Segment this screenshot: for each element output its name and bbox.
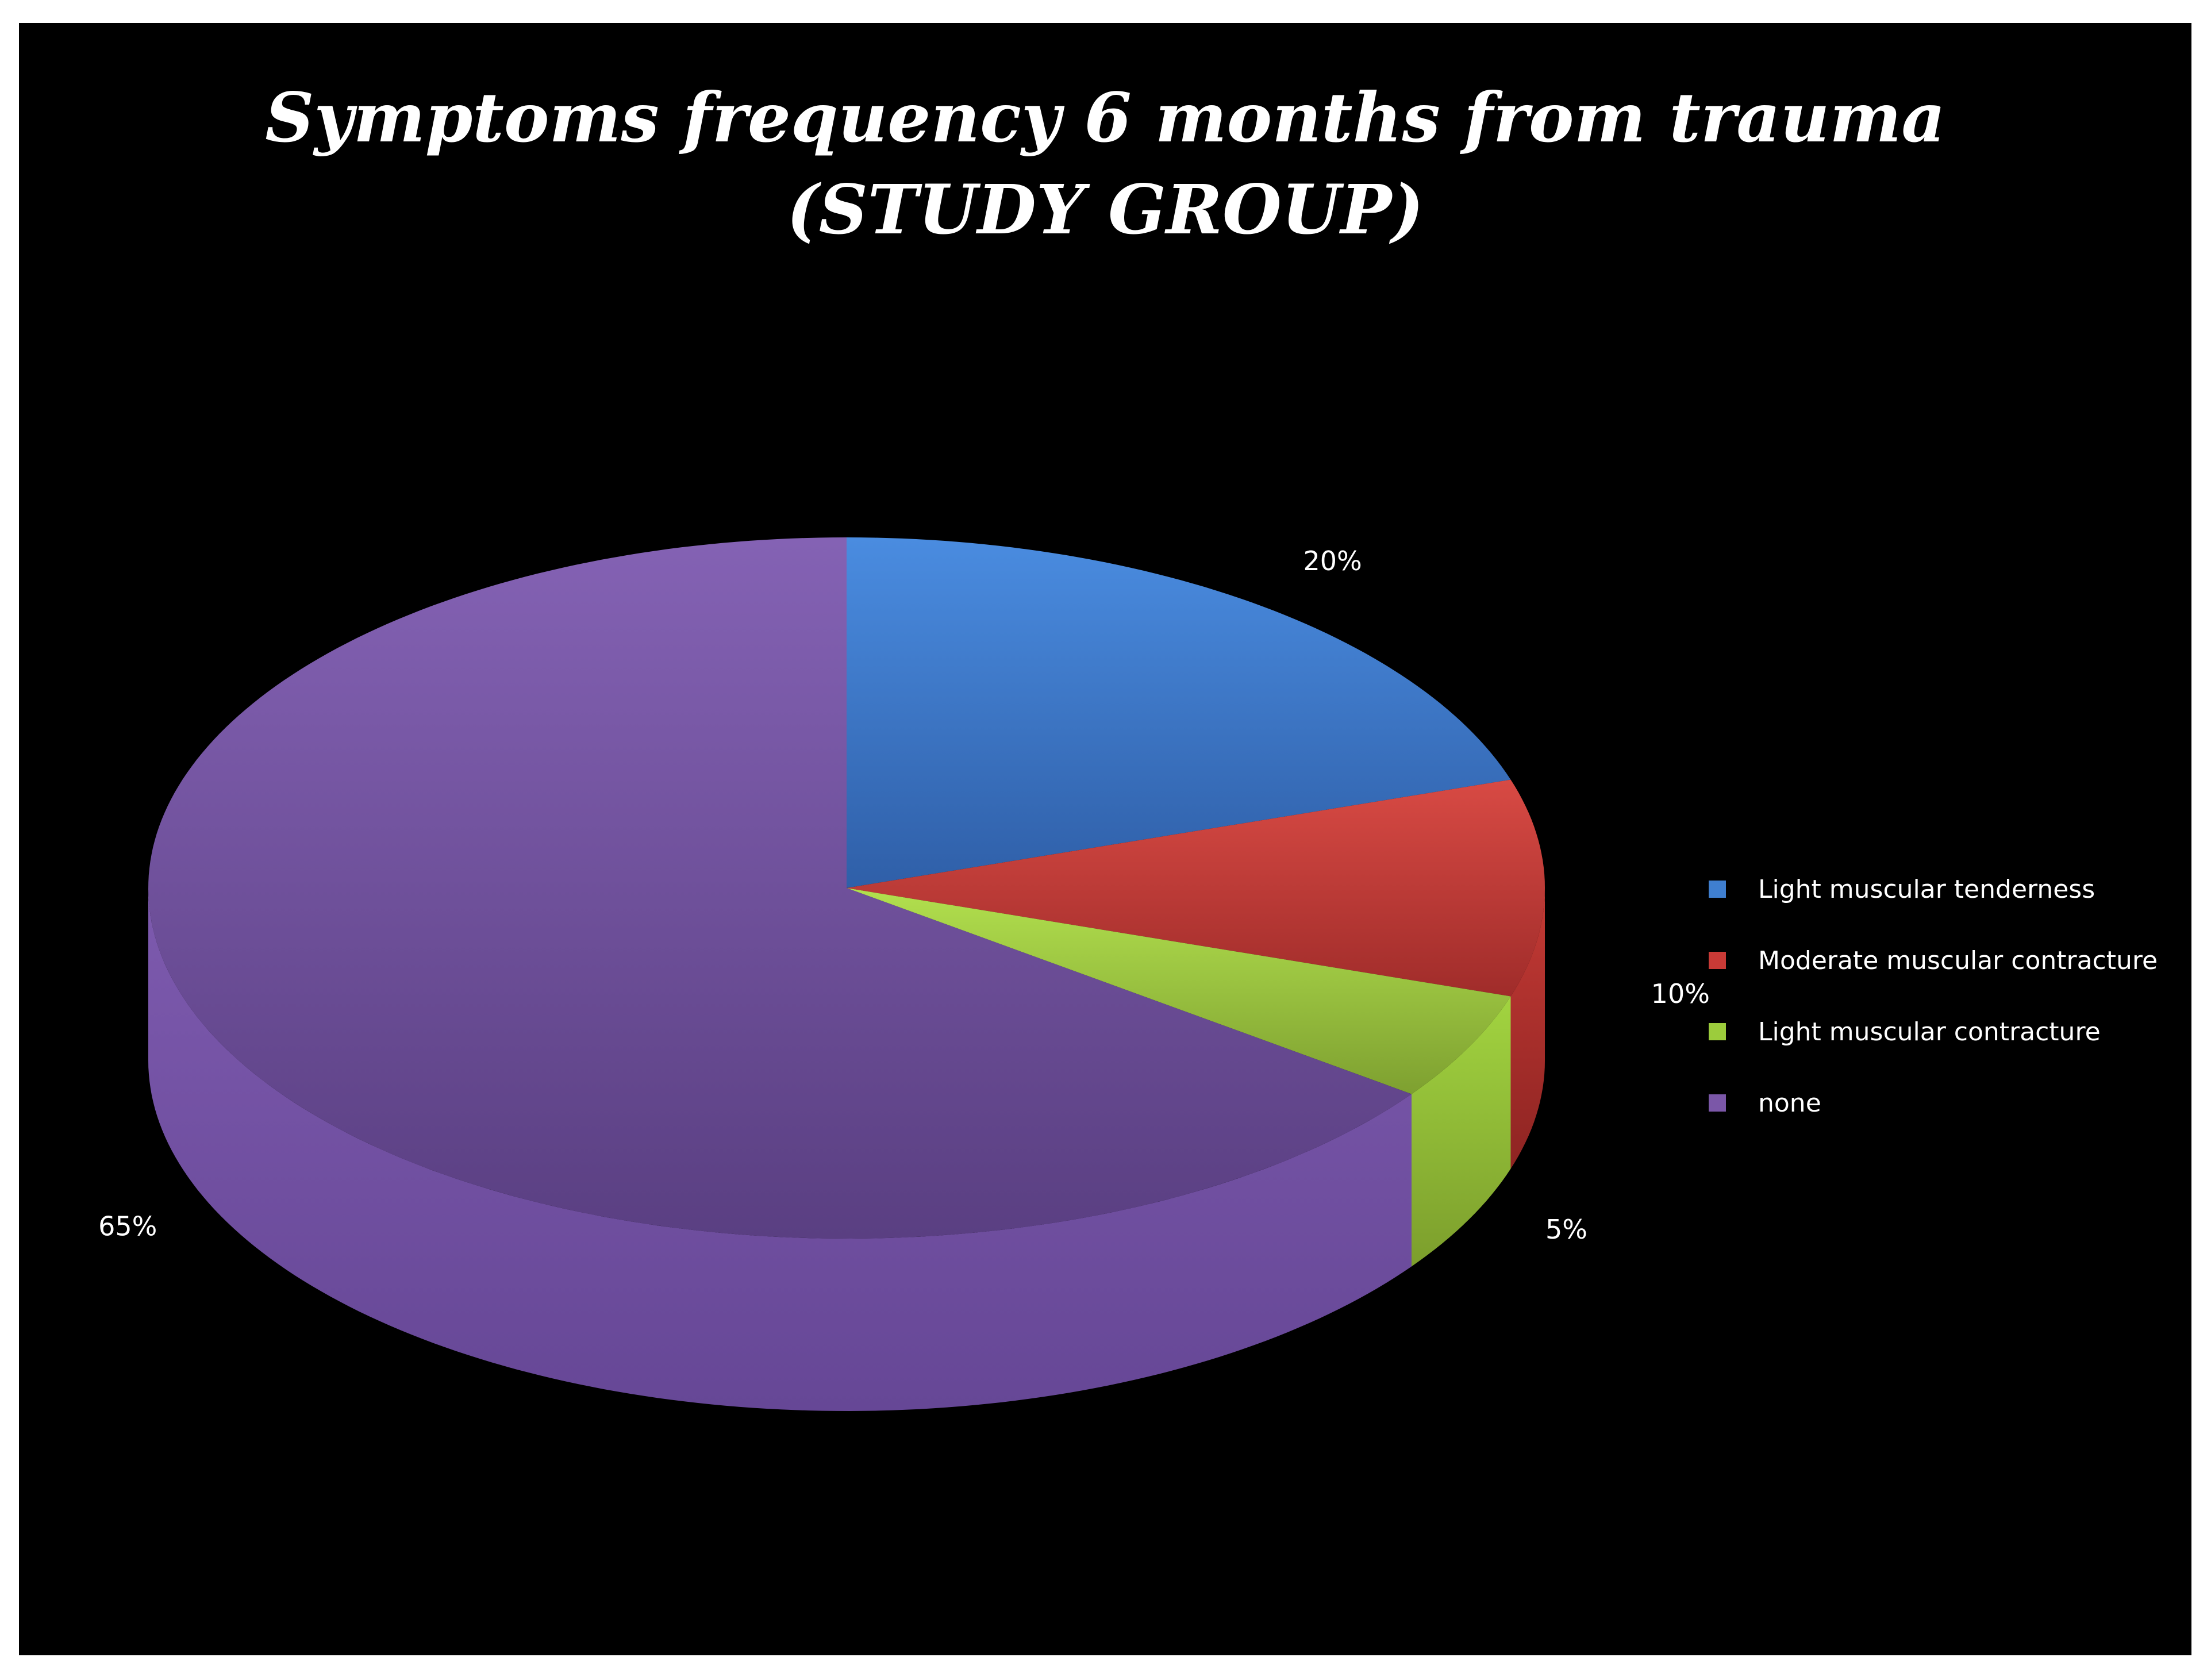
data-label-none: 65% xyxy=(98,1211,157,1242)
pie-side-light-muscular-contracture xyxy=(1412,996,1511,1267)
legend-label-moderate-muscular-contracture: Moderate muscular contracture xyxy=(1758,945,2158,975)
data-label-light-muscular-contracture: 5% xyxy=(1545,1214,1587,1245)
legend-item-light-muscular-tenderness: Light muscular tenderness xyxy=(1709,854,2180,925)
legend-swatch-none xyxy=(1709,1094,1726,1112)
legend-label-none: none xyxy=(1758,1088,1821,1118)
legend-swatch-light-muscular-tenderness xyxy=(1709,881,1726,898)
pie-chart: 20% 10% 5% 65% xyxy=(98,537,1710,1411)
pie-side-none xyxy=(148,888,1412,1411)
legend-swatch-light-muscular-contracture xyxy=(1709,1023,1726,1040)
data-label-light-muscular-tenderness: 20% xyxy=(1303,545,1362,576)
pie-slice-light-muscular-contracture xyxy=(847,888,1511,1094)
chart-title: Symptoms frequency 6 months from trauma … xyxy=(19,72,2191,256)
legend-item-none: none xyxy=(1709,1067,2180,1139)
pie-slice-moderate-muscular-contracture xyxy=(847,779,1545,997)
pie-side-moderate-muscular-contracture xyxy=(1510,888,1545,1169)
legend-swatch-moderate-muscular-contracture xyxy=(1709,952,1726,969)
chart-figure: Symptoms frequency 6 months from trauma … xyxy=(19,23,2191,1655)
data-label-moderate-muscular-contracture: 10% xyxy=(1651,978,1710,1009)
pie-slices xyxy=(148,537,1545,1239)
pie-side-walls xyxy=(148,888,1545,1411)
chart-legend: Light muscular tenderness Moderate muscul… xyxy=(1709,854,2180,1139)
legend-item-moderate-muscular-contracture: Moderate muscular contracture xyxy=(1709,925,2180,996)
pie-slice-none xyxy=(148,537,1412,1239)
chart-title-text: Symptoms frequency 6 months from trauma … xyxy=(265,78,1945,249)
pie-data-labels: 20% 10% 5% 65% xyxy=(98,545,1710,1245)
pie-slice-light-muscular-tenderness xyxy=(847,537,1511,888)
legend-item-light-muscular-contracture: Light muscular contracture xyxy=(1709,996,2180,1067)
legend-label-light-muscular-contracture: Light muscular contracture xyxy=(1758,1017,2101,1047)
legend-label-light-muscular-tenderness: Light muscular tenderness xyxy=(1758,874,2095,904)
